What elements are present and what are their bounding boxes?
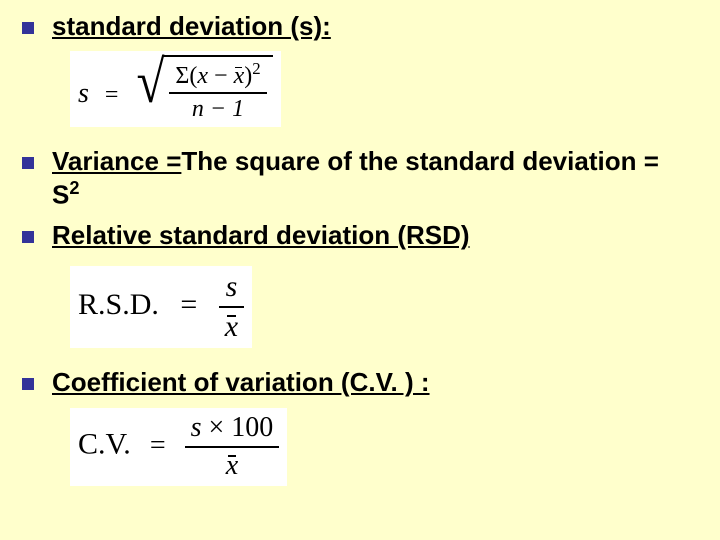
cv-num-s: s: [191, 412, 202, 443]
rsd-eq: =: [166, 288, 211, 321]
bullet-icon: [22, 157, 34, 169]
formula-sd: s = √ Σ(x − x)2 n − 1: [70, 51, 281, 127]
variance-label-ul: Variance =: [52, 146, 181, 176]
formula-cv: C.V. = s × 100 x: [70, 408, 287, 486]
formula-sd-wrap: s = √ Σ(x − x)2 n − 1: [70, 51, 690, 127]
cv-label: Coefficient of variation (C.V. ) :: [52, 367, 430, 397]
bullet-icon: [22, 378, 34, 390]
variance-sup: 2: [69, 178, 79, 198]
formula-rsd-wrap: R.S.D. = s x: [70, 266, 690, 348]
bullet-text-variance: Variance =The square of the standard dev…: [52, 145, 690, 212]
bullet-row-cv: Coefficient of variation (C.V. ) :: [22, 366, 690, 399]
rsd-label: Relative standard deviation (RSD): [52, 220, 470, 250]
bullet-text-cv: Coefficient of variation (C.V. ) :: [52, 366, 430, 399]
sd-num-sup: 2: [252, 59, 260, 78]
sd-eq: =: [95, 82, 129, 108]
bullet-text-sd: standard deviation (s):: [52, 10, 331, 43]
bullet-icon: [22, 231, 34, 243]
formula-rsd: R.S.D. = s x: [70, 266, 252, 348]
cv-eq: =: [138, 430, 178, 461]
sd-num-x1: x: [197, 63, 208, 89]
bullet-row-variance: Variance =The square of the standard dev…: [22, 145, 690, 212]
bullet-row-rsd: Relative standard deviation (RSD): [22, 219, 690, 252]
bullet-icon: [22, 22, 34, 34]
rsd-den: x: [225, 310, 238, 344]
cv-lhs: C.V.: [78, 428, 131, 461]
formula-cv-wrap: C.V. = s × 100 x: [70, 408, 690, 486]
sqrt-icon: √ Σ(x − x)2 n − 1: [134, 55, 272, 123]
sd-num-prefix: Σ(: [175, 63, 197, 89]
rsd-fraction: s x: [219, 270, 244, 344]
rsd-num: s: [219, 270, 244, 308]
cv-num-rest: × 100: [202, 412, 274, 443]
sd-num-minus: −: [208, 63, 234, 89]
sd-den: n − 1: [169, 94, 266, 123]
cv-den: x: [226, 450, 238, 482]
bullet-row-sd: standard deviation (s):: [22, 10, 690, 43]
sd-num-xbar: x: [234, 63, 245, 90]
cv-fraction: s × 100 x: [185, 412, 280, 482]
bullet-text-rsd: Relative standard deviation (RSD): [52, 219, 470, 252]
slide-root: standard deviation (s): s = √ Σ(x − x)2 …: [0, 0, 720, 496]
rsd-lhs: R.S.D.: [78, 288, 159, 321]
sd-label: standard deviation (s):: [52, 11, 331, 41]
sd-lhs: s: [78, 78, 89, 109]
sd-fraction: Σ(x − x)2 n − 1: [169, 59, 266, 123]
